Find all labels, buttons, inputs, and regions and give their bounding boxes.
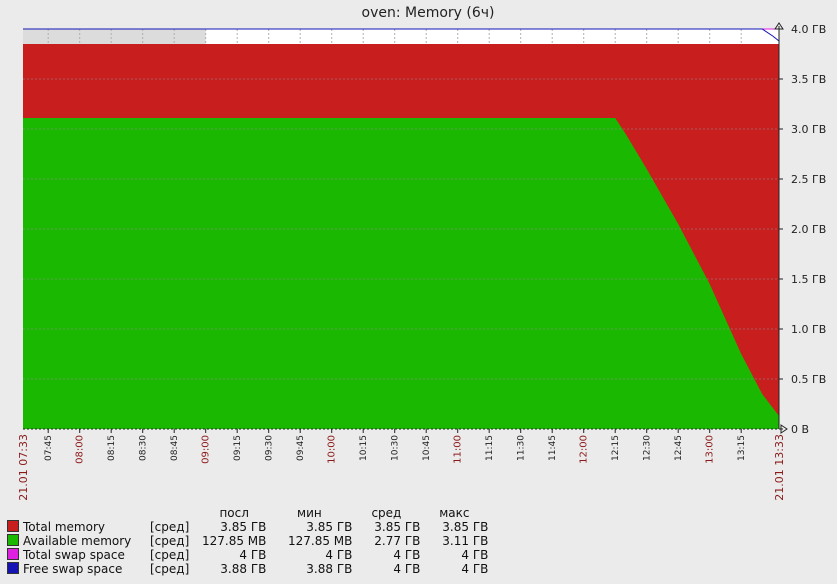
- x-tick-label: 10:00: [327, 435, 338, 464]
- legend-swatch-total-memory: [7, 520, 19, 532]
- legend-row-available-memory: Available memory [сред] 127.85 MB 127.85…: [0, 534, 488, 548]
- legend-max: 4 ГВ: [461, 548, 489, 562]
- legend-name: Available memory: [23, 534, 132, 548]
- x-tick-labels: 07:45 08:00 08:15 08:30 08:45 09:00 09:15 09:30…: [17, 434, 786, 501]
- legend-function: [сред]: [150, 520, 190, 534]
- legend-function: [сред]: [150, 562, 190, 576]
- legend-max: 4 ГВ: [461, 562, 489, 576]
- legend-avg: 3.85 ГВ: [374, 520, 421, 534]
- legend-name: Total swap space: [23, 548, 125, 562]
- legend-function: [сред]: [150, 548, 190, 562]
- legend-last: 3.88 ГВ: [220, 562, 267, 576]
- x-edge-label: 21.01 07:33: [17, 434, 30, 501]
- x-tick-label: 07:45: [44, 435, 54, 461]
- y-tick-label: 0 B: [791, 423, 809, 436]
- y-tick-label: 1.5 ГВ: [791, 273, 826, 286]
- legend: посл мин сред макс Total memory [сред] 3…: [0, 506, 560, 576]
- legend-header-min: мин: [297, 506, 322, 520]
- legend-row-total-swap-space: Total swap space [сред] 4 ГВ 4 ГВ 4 ГВ 4…: [0, 548, 488, 562]
- x-tick-label: 12:30: [643, 435, 653, 461]
- legend-swatch-available-memory: [7, 534, 19, 546]
- legend-min: 3.85 ГВ: [306, 520, 353, 534]
- x-tick-label: 11:30: [517, 435, 527, 461]
- x-tick-label: 12:45: [674, 435, 684, 461]
- legend-header-last: посл: [219, 506, 249, 520]
- legend-last: 127.85 MB: [202, 534, 267, 548]
- x-axis-arrow: [780, 424, 788, 434]
- x-tick-label: 13:15: [737, 435, 747, 461]
- x-tick-label: 12:00: [579, 435, 590, 464]
- x-tick-label: 08:00: [75, 435, 86, 464]
- legend-min: 3.88 ГВ: [306, 562, 353, 576]
- memory-chart: oven: Memory (6ч) 0 B 0.5 ГВ 1.0 ГВ 1.5 ГВ 2…: [17, 5, 826, 501]
- legend-avg: 4 ГВ: [393, 562, 421, 576]
- series-line-free-swap-space: [23, 28, 780, 42]
- legend-avg: 2.77 ГВ: [374, 534, 421, 548]
- x-tick-label: 09:45: [296, 435, 306, 461]
- legend-name: Total memory: [23, 520, 105, 534]
- legend-last: 3.85 ГВ: [220, 520, 267, 534]
- y-tick-label: 3.0 ГВ: [791, 123, 826, 136]
- horizontal-gridlines: [23, 28, 783, 430]
- y-axis-arrow: [774, 22, 784, 30]
- legend-function: [сред]: [150, 534, 190, 548]
- legend-avg: 4 ГВ: [393, 548, 421, 562]
- y-tick-label: 4.0 ГВ: [791, 23, 826, 36]
- axes: [23, 22, 788, 434]
- legend-header-avg: сред: [371, 506, 402, 520]
- y-tick-label: 2.0 ГВ: [791, 223, 826, 236]
- x-tick-label: 11:15: [485, 435, 495, 461]
- x-tick-label: 08:15: [107, 435, 117, 461]
- legend-min: 127.85 MB: [288, 534, 353, 548]
- x-tick-label: 12:15: [611, 435, 621, 461]
- chart-title: oven: Memory (6ч): [362, 5, 495, 21]
- series-layer: [23, 44, 779, 429]
- legend-min: 4 ГВ: [325, 548, 353, 562]
- x-tick-label: 11:45: [548, 435, 558, 461]
- legend-swatch-free-swap-space: [7, 562, 19, 574]
- legend-last: 4 ГВ: [239, 548, 267, 562]
- series-area-available-memory: [23, 118, 779, 429]
- legend-row-total-memory: Total memory [сред] 3.85 ГВ 3.85 ГВ 3.85…: [0, 520, 488, 534]
- y-tick-labels: 0 B 0.5 ГВ 1.0 ГВ 1.5 ГВ 2.0 ГВ 2.5 ГВ 3.0 ГВ 3…: [791, 23, 826, 436]
- x-tick-label: 09:00: [201, 435, 212, 464]
- x-tick-label: 08:45: [170, 435, 180, 461]
- x-tick-label: 09:30: [265, 435, 275, 461]
- line-series-layer: [23, 28, 780, 42]
- y-tick-label: 3.5 ГВ: [791, 73, 826, 86]
- y-tick-label: 1.0 ГВ: [791, 323, 826, 336]
- legend-swatch-total-swap-space: [7, 548, 19, 560]
- x-tick-label: 09:15: [233, 435, 243, 461]
- legend-name: Free swap space: [23, 562, 123, 576]
- x-tick-label: 10:15: [359, 435, 369, 461]
- legend-max: 3.11 ГВ: [442, 534, 489, 548]
- x-tick-label: 13:00: [705, 435, 716, 464]
- legend-header-row: посл мин сред макс: [0, 506, 488, 520]
- x-tick-label: 10:30: [391, 435, 401, 461]
- legend-max: 3.85 ГВ: [442, 520, 489, 534]
- legend-row-free-swap-space: Free swap space [сред] 3.88 ГВ 3.88 ГВ 4…: [0, 562, 488, 576]
- x-tick-label: 11:00: [453, 435, 464, 464]
- y-tick-label: 2.5 ГВ: [791, 173, 826, 186]
- legend-table: посл мин сред макс Total memory [сред] 3…: [0, 506, 488, 576]
- legend-header-max: макс: [439, 506, 470, 520]
- x-edge-label: 21.01 13:33: [773, 434, 786, 501]
- x-tick-label: 10:45: [422, 435, 432, 461]
- y-tick-label: 0.5 ГВ: [791, 373, 826, 386]
- x-tick-label: 08:30: [139, 435, 149, 461]
